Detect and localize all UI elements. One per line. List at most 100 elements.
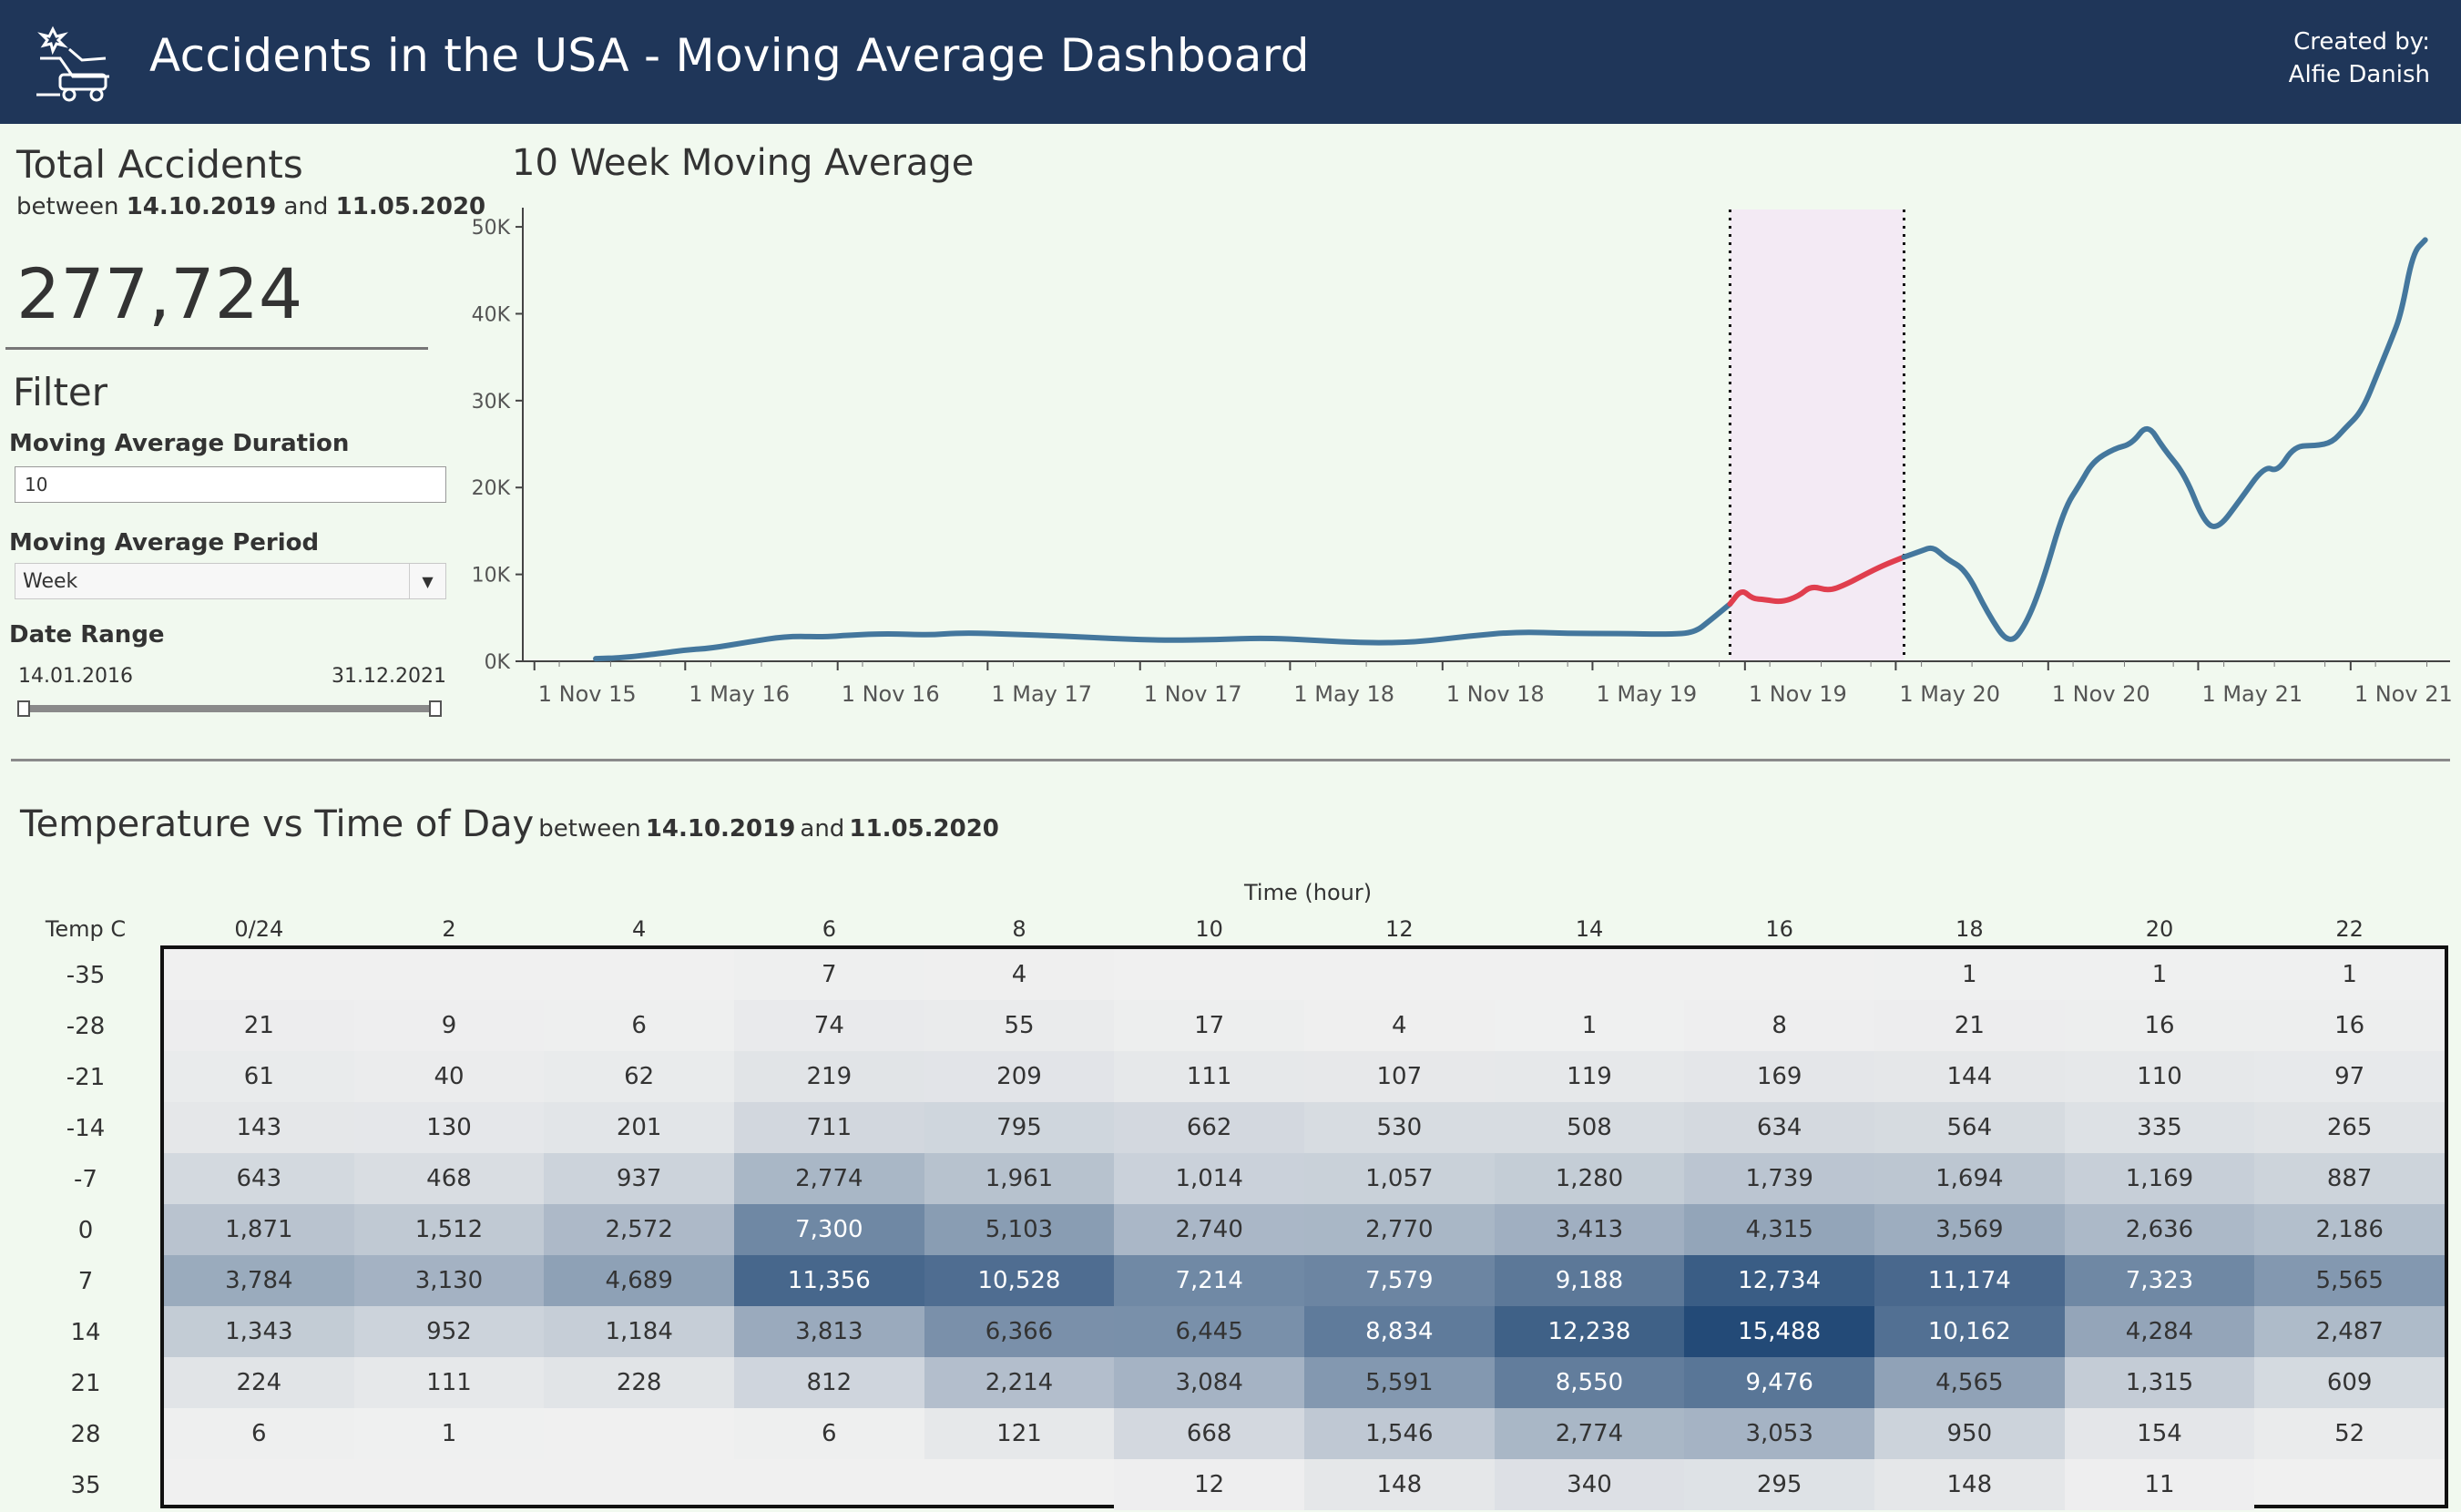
heatmap-cell[interactable] [164, 949, 354, 1000]
heatmap-cell[interactable]: 1,871 [164, 1204, 354, 1255]
heatmap-cell[interactable]: 209 [924, 1051, 1115, 1102]
heatmap-cell[interactable]: 1 [1874, 949, 2065, 1000]
heatmap-cell[interactable] [1684, 949, 1874, 1000]
heatmap-cell[interactable]: 1,961 [924, 1153, 1115, 1204]
heatmap-cell[interactable]: 40 [353, 1051, 545, 1102]
heatmap-cell[interactable]: 61 [164, 1051, 354, 1102]
heatmap-cell[interactable]: 62 [544, 1051, 734, 1102]
heatmap-cell[interactable]: 3,784 [164, 1255, 354, 1306]
dropdown-arrow-icon[interactable]: ▼ [409, 564, 445, 598]
heatmap-cell[interactable]: 144 [1874, 1051, 2065, 1102]
heatmap-cell[interactable]: 643 [164, 1153, 354, 1204]
heatmap-cell[interactable]: 508 [1494, 1102, 1685, 1153]
heatmap-cell[interactable]: 219 [734, 1051, 924, 1102]
heatmap-cell[interactable]: 1 [353, 1408, 545, 1459]
heatmap-cell[interactable] [544, 1459, 734, 1510]
heatmap-cell[interactable]: 1 [2064, 949, 2255, 1000]
heatmap-cell[interactable]: 950 [1874, 1408, 2065, 1459]
heatmap-cell[interactable]: 224 [164, 1357, 354, 1408]
heatmap-cell[interactable]: 15,488 [1684, 1306, 1874, 1357]
heatmap-cell[interactable]: 609 [2254, 1357, 2445, 1408]
heatmap-cell[interactable]: 530 [1304, 1102, 1495, 1153]
heatmap-cell[interactable]: 265 [2254, 1102, 2445, 1153]
heatmap-cell[interactable]: 17 [1114, 1000, 1304, 1051]
slider-end-handle[interactable] [429, 700, 442, 717]
heatmap-cell[interactable]: 12 [1114, 1459, 1304, 1510]
heatmap-cell[interactable]: 11 [2064, 1459, 2255, 1510]
heatmap-cell[interactable]: 1,184 [544, 1306, 734, 1357]
heatmap-cell[interactable]: 10,528 [924, 1255, 1115, 1306]
heatmap-cell[interactable]: 52 [2254, 1408, 2445, 1459]
heatmap-cell[interactable]: 7,579 [1304, 1255, 1495, 1306]
heatmap-cell[interactable]: 1,057 [1304, 1153, 1495, 1204]
heatmap-cell[interactable]: 5,591 [1304, 1357, 1495, 1408]
heatmap-cell[interactable]: 2,740 [1114, 1204, 1304, 1255]
heatmap-cell[interactable]: 3,130 [353, 1255, 545, 1306]
slider-start-handle[interactable] [17, 700, 30, 717]
heatmap-cell[interactable]: 564 [1874, 1102, 2065, 1153]
heatmap-cell[interactable]: 148 [1874, 1459, 2065, 1510]
heatmap-cell[interactable]: 7,300 [734, 1204, 924, 1255]
heatmap-cell[interactable]: 1,512 [353, 1204, 545, 1255]
heatmap-cell[interactable]: 335 [2064, 1102, 2255, 1153]
heatmap-cell[interactable]: 668 [1114, 1408, 1304, 1459]
heatmap-cell[interactable]: 11,356 [734, 1255, 924, 1306]
heatmap-cell[interactable]: 130 [353, 1102, 545, 1153]
heatmap-cell[interactable] [1304, 949, 1495, 1000]
heatmap-cell[interactable]: 2,774 [1494, 1408, 1685, 1459]
heatmap-cell[interactable]: 6,445 [1114, 1306, 1304, 1357]
heatmap-cell[interactable]: 634 [1684, 1102, 1874, 1153]
heatmap-cell[interactable]: 662 [1114, 1102, 1304, 1153]
heatmap-cell[interactable]: 4 [924, 949, 1115, 1000]
heatmap-cell[interactable]: 3,813 [734, 1306, 924, 1357]
heatmap-cell[interactable]: 8,834 [1304, 1306, 1495, 1357]
heatmap-cell[interactable]: 2,487 [2254, 1306, 2445, 1357]
heatmap-cell[interactable]: 121 [924, 1408, 1115, 1459]
moving-average-duration-input[interactable] [15, 466, 446, 503]
heatmap-cell[interactable]: 5,103 [924, 1204, 1115, 1255]
heatmap-cell[interactable]: 55 [924, 1000, 1115, 1051]
heatmap-cell[interactable]: 21 [1874, 1000, 2065, 1051]
heatmap-cell[interactable]: 111 [1114, 1051, 1304, 1102]
heatmap-cell[interactable]: 16 [2064, 1000, 2255, 1051]
heatmap-cell[interactable]: 1,169 [2064, 1153, 2255, 1204]
heatmap-cell[interactable]: 4,284 [2064, 1306, 2255, 1357]
heatmap-cell[interactable] [164, 1459, 354, 1510]
heatmap-cell[interactable]: 952 [353, 1306, 545, 1357]
heatmap-cell[interactable]: 1,280 [1494, 1153, 1685, 1204]
heatmap-cell[interactable]: 2,636 [2064, 1204, 2255, 1255]
date-range-slider[interactable] [13, 698, 446, 720]
heatmap-cell[interactable]: 9 [353, 1000, 545, 1051]
heatmap-cell[interactable]: 111 [353, 1357, 545, 1408]
heatmap-cell[interactable]: 4 [1304, 1000, 1495, 1051]
heatmap-cell[interactable]: 169 [1684, 1051, 1874, 1102]
heatmap-cell[interactable]: 1,694 [1874, 1153, 2065, 1204]
heatmap-cell[interactable]: 2,572 [544, 1204, 734, 1255]
heatmap-cell[interactable]: 11,174 [1874, 1255, 2065, 1306]
heatmap-cell[interactable]: 7,323 [2064, 1255, 2255, 1306]
heatmap-cell[interactable]: 340 [1494, 1459, 1685, 1510]
heatmap-cell[interactable]: 12,238 [1494, 1306, 1685, 1357]
heatmap-cell[interactable]: 119 [1494, 1051, 1685, 1102]
heatmap-cell[interactable] [2254, 1459, 2445, 1510]
heatmap-cell[interactable]: 6,366 [924, 1306, 1115, 1357]
heatmap-cell[interactable]: 4,315 [1684, 1204, 1874, 1255]
heatmap-cell[interactable] [1495, 949, 1685, 1000]
heatmap-cell[interactable]: 711 [734, 1102, 924, 1153]
heatmap-cell[interactable]: 6 [164, 1408, 354, 1459]
heatmap-cell[interactable]: 7 [734, 949, 924, 1000]
heatmap-cell[interactable]: 812 [734, 1357, 924, 1408]
heatmap-cell[interactable]: 1,014 [1114, 1153, 1304, 1204]
heatmap-cell[interactable]: 6 [544, 1000, 734, 1051]
heatmap-cell[interactable]: 3,413 [1494, 1204, 1685, 1255]
heatmap-cell[interactable]: 795 [924, 1102, 1115, 1153]
heatmap-cell[interactable]: 7,214 [1114, 1255, 1304, 1306]
heatmap-cell[interactable]: 12,734 [1684, 1255, 1874, 1306]
heatmap-cell[interactable]: 16 [2254, 1000, 2445, 1051]
heatmap-cell[interactable]: 2,214 [924, 1357, 1115, 1408]
heatmap-cell[interactable]: 937 [544, 1153, 734, 1204]
heatmap-cell[interactable]: 110 [2064, 1051, 2255, 1102]
moving-average-period-select[interactable]: Week ▼ [15, 563, 446, 599]
heatmap-cell[interactable]: 3,084 [1114, 1357, 1304, 1408]
heatmap-cell[interactable] [1114, 949, 1304, 1000]
